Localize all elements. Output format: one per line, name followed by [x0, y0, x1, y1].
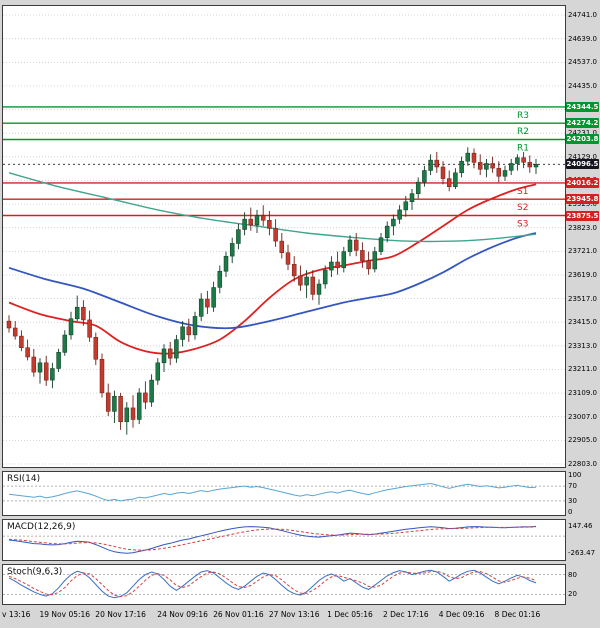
time-axis-label: 19 Nov 05:16 [39, 610, 91, 619]
ma-mid-blue-line [8, 232, 537, 330]
indicator-axis-label: 80 [568, 570, 577, 579]
price-tick-label: 23109.0 [568, 389, 597, 398]
rsi-line [8, 482, 537, 502]
indicator-axis-label: 30 [568, 496, 577, 505]
indicator-axis-label: 0 [568, 508, 573, 516]
price-tick-label: 24435.0 [568, 81, 597, 90]
price-tick-label: 22905.0 [568, 436, 597, 445]
time-axis-label: 2 Dec 17:16 [382, 610, 429, 619]
macd-canvas [3, 525, 565, 554]
time-axis-label: 24 Nov 09:16 [157, 610, 208, 619]
macd-panel: MACD(12,26,9) [2, 519, 566, 561]
pivot-label-S1: S1 [517, 187, 528, 197]
pivot-label-R3: R3 [517, 111, 529, 121]
time-axis-label: 20 Nov 17:16 [95, 610, 146, 619]
time-axis-label: 8 Dec 01:16 [494, 610, 541, 619]
indicator-axis-label: 20 [568, 590, 577, 599]
price-tick-label: 23721.0 [568, 247, 597, 256]
stoch-label: Stoch(9,6,3) [7, 567, 63, 577]
pivot-badge-S1: 24016.2 [566, 177, 599, 188]
time-axis-label: 1 Dec 05:16 [327, 610, 373, 619]
pivot-label-S3: S3 [517, 220, 528, 230]
pivot-badge-R1: 24203.8 [566, 134, 599, 145]
pivot-lines: R3 R2 R1 S1 S2 S3 [3, 106, 565, 230]
price-tick-label: 23619.0 [568, 270, 597, 279]
stoch-panel: Stoch(9,6,3) [2, 564, 566, 605]
price-tick-label: 23925.0 [568, 200, 597, 209]
time-axis-label: 26 Nov 01:16 [213, 610, 264, 619]
candlestick-chart-canvas: R3 R2 R1 S1 S2 S3 [3, 14, 565, 465]
price-tick-label: 23007.0 [568, 412, 597, 421]
pivot-badge-R3: 24344.5 [566, 101, 599, 112]
time-axis-label: 4 Dec 09:16 [438, 610, 485, 619]
rsi-panel: RSI(14) [2, 471, 566, 516]
price-tick-label: 24537.0 [568, 58, 597, 67]
stoch-canvas [3, 569, 565, 599]
indicator-axis-label: 147.46 [568, 522, 593, 531]
price-gridlines [3, 14, 565, 465]
price-tick-label: 24639.0 [568, 34, 597, 43]
rsi-canvas [3, 482, 565, 502]
time-axis-label: v 13:16 [2, 610, 31, 619]
price-tick-label: 24741.0 [568, 11, 597, 20]
price-tick-label: 23823.0 [568, 223, 597, 232]
price-tick-label: 24129.0 [568, 152, 597, 161]
price-tick-label: 22803.0 [568, 459, 597, 468]
time-axis-label: 27 Nov 13:16 [268, 610, 320, 619]
pivot-badge-R2: 24274.2 [566, 118, 599, 129]
macd-signal-line [8, 526, 537, 551]
macd-label: MACD(12,26,9) [7, 522, 76, 532]
price-tick-label: 24231.0 [568, 129, 597, 138]
indicator-axis-label: 100 [568, 471, 582, 479]
pivot-label-R1: R1 [517, 144, 529, 154]
price-tick-label: 23313.0 [568, 341, 597, 350]
indicator-axis-label: 70 [568, 482, 577, 491]
price-tick-label: 23415.0 [568, 318, 597, 327]
ma-slow-teal-line [8, 172, 537, 243]
candles-group [6, 147, 539, 435]
pivot-badge-S3: 23875.5 [566, 210, 599, 221]
price-chart-panel: R3 R2 R1 S1 S2 S3 [2, 5, 566, 468]
ma-fast-red-line [8, 183, 537, 355]
price-tick-label: 23211.0 [568, 365, 597, 374]
pivot-badge-S2: 23945.8 [566, 194, 599, 205]
macd-line [8, 525, 537, 554]
pivot-label-S2: S2 [517, 203, 528, 213]
stoch-d-line [8, 570, 537, 598]
pivot-label-R2: R2 [517, 127, 529, 137]
indicator-axis-label: -263.47 [568, 549, 596, 558]
price-tick-label: 23517.0 [568, 294, 597, 303]
rsi-label: RSI(14) [7, 474, 41, 484]
current-price-badge: 24096.5 [566, 159, 599, 170]
stoch-k-line [8, 569, 537, 599]
